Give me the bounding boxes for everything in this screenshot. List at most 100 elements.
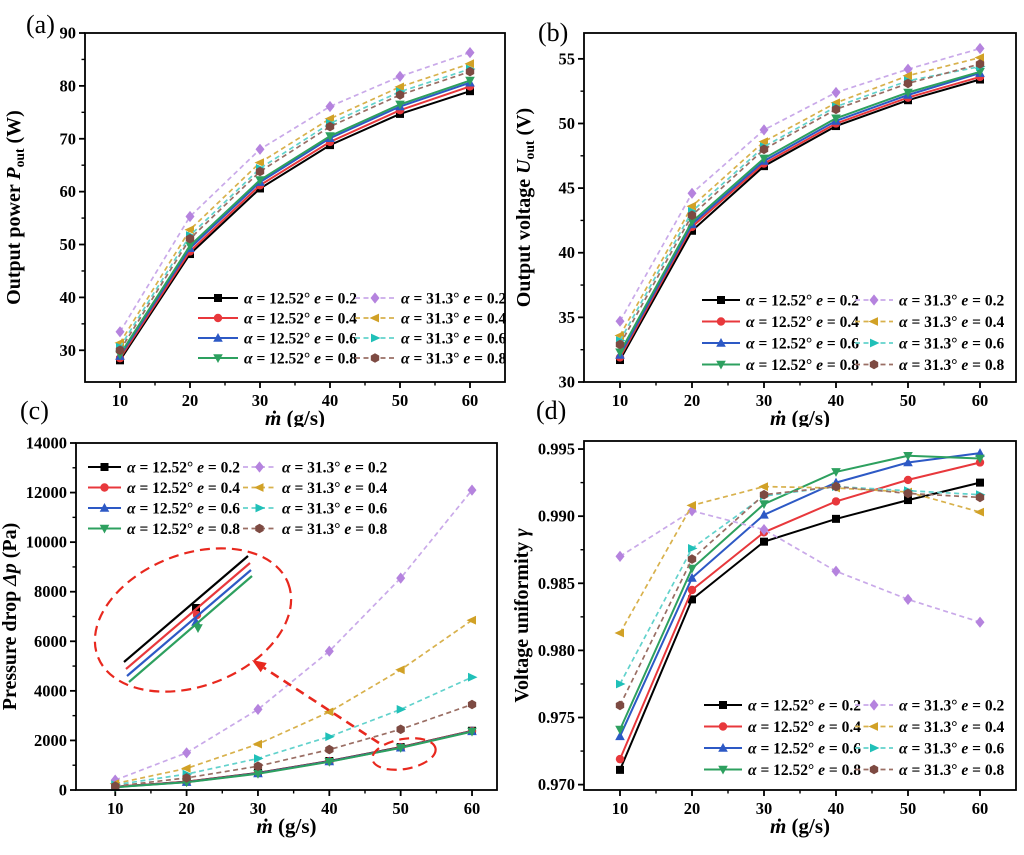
svg-text:20: 20 bbox=[178, 799, 195, 818]
svg-text:40: 40 bbox=[321, 799, 338, 818]
chart-panel-d: 10 20 30 40 50 60 0.970 0.975 0.980 0.985 0.990 0.9… bbox=[512, 440, 1017, 838]
svg-text:α = 31.3° e = 0.2: α = 31.3° e = 0.2 bbox=[899, 293, 1004, 310]
series-diamond bbox=[615, 42, 985, 327]
svg-text:4000: 4000 bbox=[34, 681, 67, 700]
svg-text:0.970: 0.970 bbox=[538, 775, 575, 794]
chart-panel-a: 10 20 30 40 50 60 30 40 50 60 70 80 90 ṁ (g/s) Output … bbox=[3, 24, 506, 428]
svg-text:10: 10 bbox=[612, 391, 629, 410]
svg-text:α = 31.3° e = 0.6: α = 31.3° e = 0.6 bbox=[282, 501, 387, 518]
svg-text:α = 31.3° e = 0.8: α = 31.3° e = 0.8 bbox=[899, 762, 1004, 779]
axes: 10 20 30 40 50 60 30 40 50 60 70 80 90 ṁ (g/s) Output … bbox=[3, 24, 478, 428]
series-circle bbox=[615, 458, 985, 764]
svg-text:α = 31.3° e = 0.4: α = 31.3° e = 0.4 bbox=[899, 719, 1004, 736]
svg-text:Output voltage Uout (V): Output voltage Uout (V) bbox=[513, 108, 537, 307]
svg-text:α = 12.52° e = 0.6: α = 12.52° e = 0.6 bbox=[127, 501, 240, 518]
svg-text:α = 31.3° e = 0.8: α = 31.3° e = 0.8 bbox=[899, 357, 1004, 374]
svg-text:10: 10 bbox=[107, 799, 124, 818]
svg-text:90: 90 bbox=[60, 24, 77, 43]
svg-text:α = 12.52° e = 0.8: α = 12.52° e = 0.8 bbox=[746, 357, 859, 374]
series-triangle-left bbox=[614, 482, 984, 638]
svg-text:30: 30 bbox=[250, 799, 267, 818]
series-diamond bbox=[615, 505, 985, 628]
svg-text:60: 60 bbox=[60, 182, 77, 201]
svg-text:40: 40 bbox=[559, 243, 576, 262]
panel-label-d: (d) bbox=[536, 396, 567, 425]
svg-text:70: 70 bbox=[60, 129, 77, 148]
svg-text:35: 35 bbox=[559, 308, 576, 327]
svg-text:45: 45 bbox=[559, 179, 576, 198]
svg-text:α = 31.3° e = 0.8: α = 31.3° e = 0.8 bbox=[282, 521, 387, 538]
svg-text:α = 12.52° e = 0.4: α = 12.52° e = 0.4 bbox=[244, 311, 357, 328]
svg-text:20: 20 bbox=[684, 391, 701, 410]
series-hexagon bbox=[615, 59, 985, 350]
svg-text:80: 80 bbox=[60, 76, 77, 95]
svg-text:10000: 10000 bbox=[26, 533, 67, 552]
svg-text:12000: 12000 bbox=[26, 483, 67, 502]
svg-text:α = 12.52° e = 0.2: α = 12.52° e = 0.2 bbox=[127, 460, 240, 477]
svg-text:40: 40 bbox=[828, 799, 845, 818]
svg-text:0.990: 0.990 bbox=[538, 507, 575, 526]
svg-text:Output power Pout (W): Output power Pout (W) bbox=[3, 110, 27, 305]
svg-text:60: 60 bbox=[464, 799, 481, 818]
series-square bbox=[616, 478, 984, 774]
svg-text:40: 40 bbox=[60, 288, 77, 307]
svg-text:α = 12.52° e = 0.4: α = 12.52° e = 0.4 bbox=[746, 314, 859, 331]
svg-text:ṁ (g/s): ṁ (g/s) bbox=[770, 814, 830, 838]
svg-text:50: 50 bbox=[900, 799, 917, 818]
svg-text:50: 50 bbox=[900, 391, 917, 410]
svg-text:0.980: 0.980 bbox=[538, 641, 575, 660]
svg-text:50: 50 bbox=[60, 235, 77, 254]
svg-text:8000: 8000 bbox=[34, 582, 67, 601]
series-circle bbox=[111, 726, 477, 792]
svg-text:60: 60 bbox=[972, 799, 989, 818]
svg-text:α = 12.52° e = 0.6: α = 12.52° e = 0.6 bbox=[746, 336, 859, 353]
series-hexagon bbox=[615, 481, 985, 711]
panel-label-c: (c) bbox=[20, 396, 49, 425]
svg-text:ṁ (g/s): ṁ (g/s) bbox=[265, 406, 325, 427]
legend: α = 12.52° e = 0.2 α = 31.3° e = 0.2 α = 1… bbox=[198, 291, 506, 368]
series-hexagon bbox=[111, 699, 477, 791]
svg-text:30: 30 bbox=[559, 373, 576, 392]
svg-text:2000: 2000 bbox=[34, 731, 67, 750]
svg-text:α = 31.3° e = 0.4: α = 31.3° e = 0.4 bbox=[899, 314, 1004, 331]
svg-text:60: 60 bbox=[462, 391, 479, 410]
svg-text:α = 12.52° e = 0.8: α = 12.52° e = 0.8 bbox=[127, 521, 240, 538]
legend: α = 12.52° e = 0.2 α = 31.3° e = 0.2 α = 1… bbox=[704, 698, 1004, 779]
panel-label-b: (b) bbox=[538, 18, 569, 47]
svg-text:Pressure drop Δp (Pa): Pressure drop Δp (Pa) bbox=[0, 523, 21, 711]
svg-text:α = 12.52° e = 0.8: α = 12.52° e = 0.8 bbox=[244, 351, 357, 368]
svg-text:6000: 6000 bbox=[34, 632, 67, 651]
series bbox=[109, 484, 478, 793]
svg-text:α = 12.52° e = 0.8: α = 12.52° e = 0.8 bbox=[748, 762, 861, 779]
series bbox=[614, 448, 986, 774]
svg-text:α = 31.3° e = 0.4: α = 31.3° e = 0.4 bbox=[401, 311, 506, 328]
svg-text:30: 30 bbox=[756, 799, 773, 818]
svg-text:30: 30 bbox=[252, 391, 269, 410]
svg-text:α = 12.52° e = 0.4: α = 12.52° e = 0.4 bbox=[748, 719, 861, 736]
svg-text:0: 0 bbox=[59, 781, 67, 800]
svg-text:55: 55 bbox=[559, 49, 576, 68]
legend: α = 12.52° e = 0.2 α = 31.3° e = 0.2 α = 1… bbox=[88, 460, 387, 538]
svg-text:0.975: 0.975 bbox=[538, 708, 575, 727]
svg-text:Voltage uniformity γ: Voltage uniformity γ bbox=[512, 528, 533, 703]
svg-text:60: 60 bbox=[972, 391, 989, 410]
svg-text:α = 31.3° e = 0.2: α = 31.3° e = 0.2 bbox=[899, 698, 1004, 715]
svg-text:0.995: 0.995 bbox=[538, 440, 575, 459]
axes: 10 20 30 40 50 60 0.970 0.975 0.980 0.985 0.990 0.9… bbox=[512, 440, 988, 838]
svg-text:10: 10 bbox=[612, 799, 629, 818]
svg-text:α = 31.3° e = 0.6: α = 31.3° e = 0.6 bbox=[899, 336, 1004, 353]
svg-text:40: 40 bbox=[828, 391, 845, 410]
series bbox=[114, 47, 476, 365]
axes: 10 20 30 40 50 60 0 2000 4000 6000 8000 10000 12000 1… bbox=[0, 434, 480, 839]
svg-text:ṁ (g/s): ṁ (g/s) bbox=[770, 406, 830, 427]
svg-text:20: 20 bbox=[182, 391, 199, 410]
svg-text:α = 31.3° e = 0.6: α = 31.3° e = 0.6 bbox=[401, 331, 506, 348]
svg-text:α = 31.3° e = 0.4: α = 31.3° e = 0.4 bbox=[282, 480, 387, 497]
svg-text:30: 30 bbox=[60, 341, 77, 360]
series-triangle-right bbox=[616, 482, 986, 689]
svg-text:α = 31.3° e = 0.2: α = 31.3° e = 0.2 bbox=[282, 460, 387, 477]
svg-text:α = 31.3° e = 0.8: α = 31.3° e = 0.8 bbox=[401, 351, 506, 368]
svg-text:0.985: 0.985 bbox=[538, 574, 575, 593]
svg-text:α = 12.52° e = 0.2: α = 12.52° e = 0.2 bbox=[244, 291, 357, 308]
